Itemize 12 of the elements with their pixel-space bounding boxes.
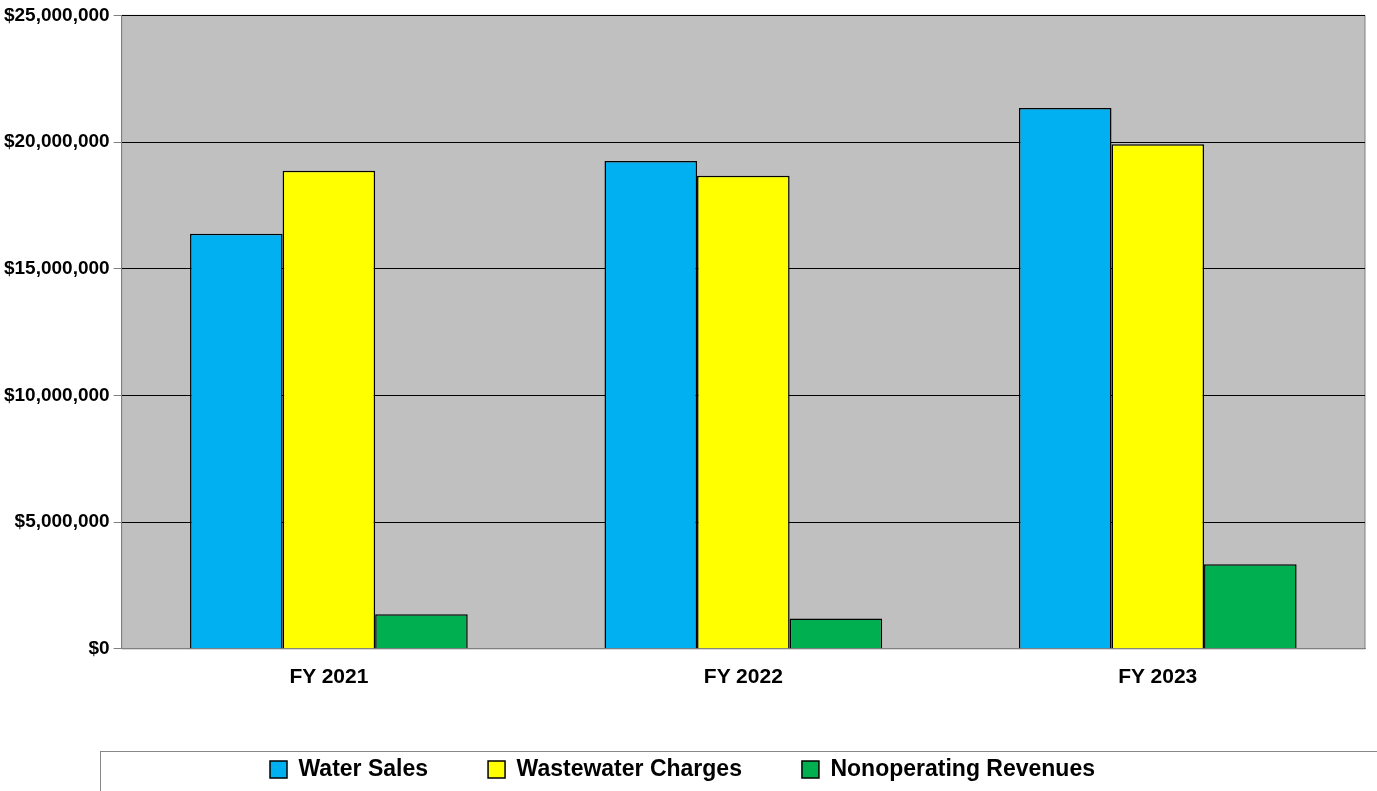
y-tick-label: $20,000,000 — [3, 130, 110, 152]
y-tick-label: $15,000,000 — [3, 256, 110, 278]
legend-label: Nonoperating Revenues — [830, 754, 1095, 781]
y-tick-label: $5,000,000 — [14, 510, 110, 532]
y-tick-label: $0 — [88, 637, 110, 659]
legend-label: Wastewater Charges — [516, 754, 742, 781]
x-tick-label: FY 2021 — [289, 664, 369, 688]
x-tick-label: FY 2022 — [703, 664, 783, 688]
x-tick-label: FY 2023 — [1118, 664, 1198, 688]
y-tick-label: $25,000,000 — [3, 3, 110, 25]
legend-label: Water Sales — [298, 754, 429, 781]
y-tick-label: $10,000,000 — [3, 383, 110, 405]
